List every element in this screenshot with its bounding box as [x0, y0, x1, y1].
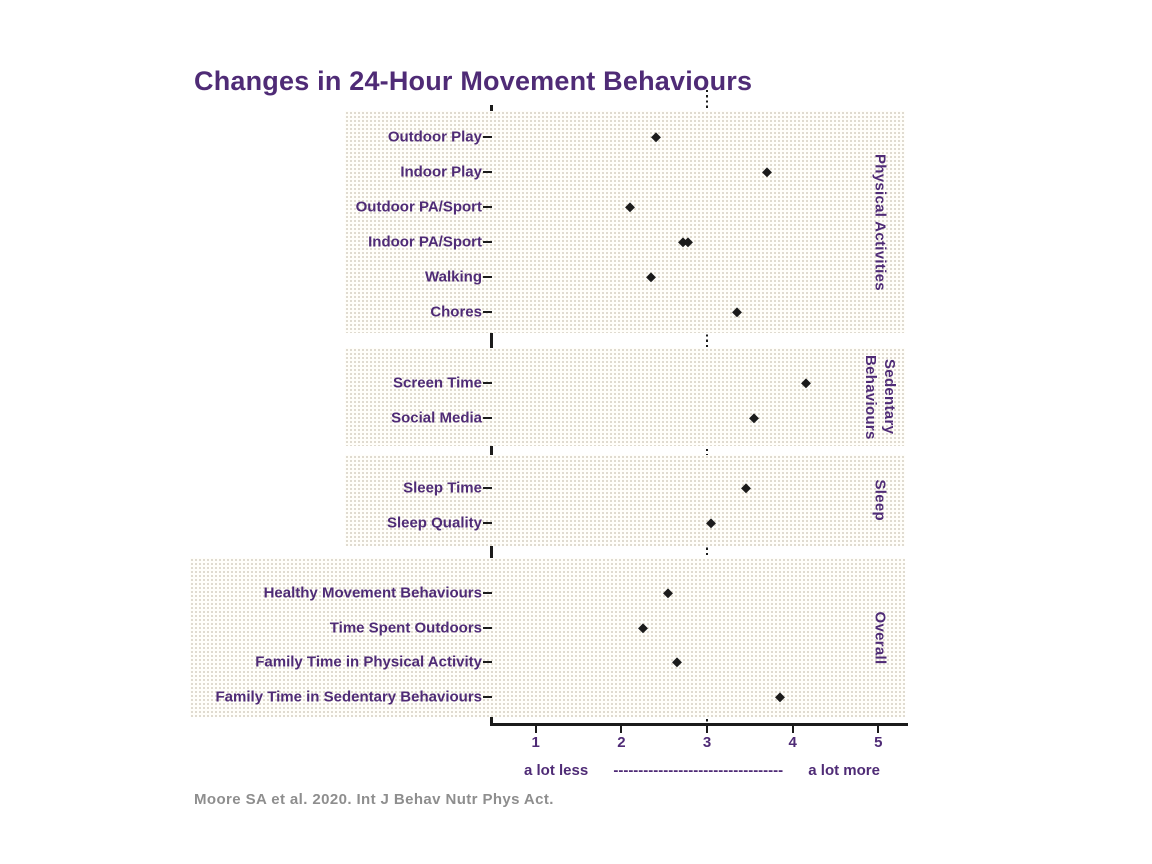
row-tick [482, 661, 492, 663]
row-tick [482, 241, 492, 243]
x-tick-label: 2 [617, 734, 626, 751]
chart-title: Changes in 24-Hour Movement Behaviours [194, 66, 753, 96]
panel-0 [345, 111, 905, 333]
row-label: Family Time in Sedentary Behaviours [215, 688, 482, 706]
row-tick [482, 311, 492, 313]
x-tick [620, 726, 623, 733]
row-label: Chores [430, 303, 482, 321]
x-axis [490, 723, 908, 726]
panel-3 [190, 558, 905, 717]
source-note: Moore SA et al. 2020. Int J Behav Nutr P… [194, 791, 554, 808]
x-axis-caption-less: a lot less [524, 762, 589, 779]
row-tick [482, 136, 492, 138]
row-label: Healthy Movement Behaviours [263, 584, 482, 602]
x-axis-caption-more: a lot more [808, 762, 880, 779]
row-label: Social Media [391, 409, 482, 427]
row-tick [482, 417, 492, 419]
group-label: Overall [871, 611, 889, 664]
x-tick-label: 5 [874, 734, 883, 751]
row-label: Outdoor Play [387, 128, 482, 146]
panel-1 [345, 348, 905, 446]
row-tick [482, 487, 492, 489]
row-label: Indoor PA/Sport [368, 233, 482, 251]
row-tick [482, 696, 492, 698]
row-label: Outdoor PA/Sport [355, 198, 482, 216]
row-tick [482, 382, 492, 384]
x-axis-caption-dashes: ---------------------------------- [613, 762, 784, 779]
group-label: Physical Activities [871, 153, 889, 291]
row-tick [482, 171, 492, 173]
row-label: Screen Time [393, 374, 482, 392]
row-tick [482, 276, 492, 278]
group-label: Sleep [871, 479, 889, 522]
row-tick [482, 592, 492, 594]
x-tick [877, 726, 880, 733]
row-tick [482, 206, 492, 208]
row-label: Sleep Quality [386, 514, 482, 532]
x-tick [534, 726, 537, 733]
row-tick [482, 522, 492, 524]
x-tick [791, 726, 794, 733]
panel-2 [345, 455, 905, 546]
x-tick-label: 3 [702, 734, 712, 751]
x-tick-label: 1 [531, 734, 540, 751]
row-label: Time Spent Outdoors [329, 619, 482, 637]
row-label: Walking [425, 268, 482, 286]
row-label: Indoor Play [400, 163, 482, 181]
x-axis-caption: a lot less -----------------------------… [524, 762, 880, 779]
x-tick [706, 726, 709, 733]
row-label: Family Time in Physical Activity [255, 653, 482, 671]
row-tick [482, 627, 492, 629]
x-tick-label: 4 [788, 734, 797, 751]
row-label: Sleep Time [403, 479, 482, 497]
group-label: Sedentary Behaviours [862, 354, 898, 440]
